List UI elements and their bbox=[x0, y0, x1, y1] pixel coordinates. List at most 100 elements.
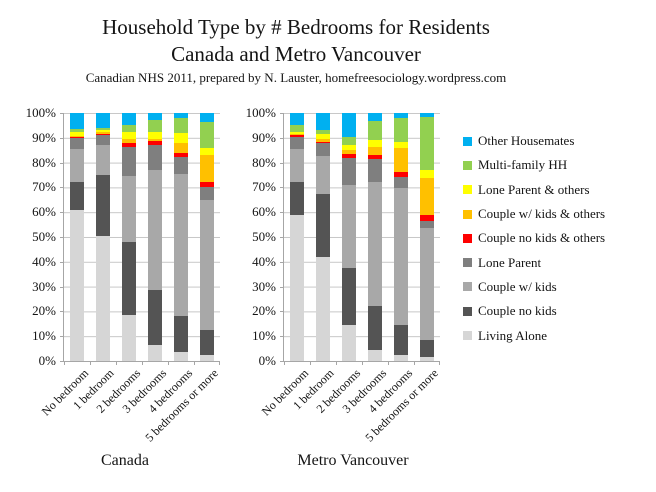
segment-other-housemates bbox=[368, 113, 382, 121]
legend-label: Couple no kids bbox=[478, 303, 557, 319]
legend-item-couple-w-kids-others: Couple w/ kids & others bbox=[463, 202, 605, 226]
y-axis-label-canada: 60% bbox=[32, 204, 56, 220]
segment-living-alone bbox=[96, 235, 110, 361]
segment-couple-no-kids bbox=[122, 241, 136, 316]
legend-swatch-icon bbox=[463, 136, 472, 146]
segment-other-housemates bbox=[290, 113, 304, 126]
segment-lone-parent-others bbox=[342, 145, 356, 151]
stacked-bar-canada-5-bedrooms-or-more bbox=[200, 113, 214, 361]
y-axis-tick bbox=[280, 261, 284, 263]
y-axis-label-canada: 40% bbox=[32, 253, 56, 269]
segment-other-housemates bbox=[96, 113, 110, 129]
y-axis-label-metro-vancouver: 40% bbox=[252, 253, 276, 269]
segment-couple-no-kids bbox=[420, 339, 434, 358]
y-axis-label-metro-vancouver: 90% bbox=[252, 129, 276, 145]
y-axis-label-canada: 100% bbox=[25, 105, 56, 120]
segment-couple-no-kids bbox=[316, 193, 330, 257]
x-axis-tick bbox=[439, 361, 440, 365]
y-axis-label-metro-vancouver: 100% bbox=[245, 105, 276, 120]
segment-living-alone bbox=[148, 344, 162, 361]
legend-item-other-housemates: Other Housemates bbox=[463, 129, 605, 153]
segment-other-housemates bbox=[148, 113, 162, 121]
segment-couple-w-kids-others bbox=[368, 147, 382, 155]
stacked-bar-canada-no-bedroom bbox=[70, 113, 84, 361]
metro-vancouver-axis-caption: Metro Vancouver bbox=[297, 452, 409, 469]
x-axis-tick bbox=[168, 361, 169, 365]
y-axis-tick bbox=[60, 311, 64, 313]
segment-lone-parent bbox=[368, 159, 382, 182]
segment-couple-no-kids bbox=[368, 306, 382, 350]
y-axis-tick bbox=[60, 137, 64, 139]
segment-couple-w-kids bbox=[420, 228, 434, 340]
segment-couple-no-kids bbox=[394, 325, 408, 355]
segment-couple-w-kids-others bbox=[122, 139, 136, 144]
segment-couple-no-kids-others bbox=[174, 152, 188, 157]
segment-lone-parent-others bbox=[174, 133, 188, 144]
segment-lone-parent bbox=[394, 176, 408, 189]
legend-label: Other Housemates bbox=[478, 133, 575, 149]
segment-other-housemates bbox=[122, 113, 136, 125]
x-axis-tick bbox=[219, 361, 220, 365]
x-axis-tick bbox=[194, 361, 195, 365]
y-axis-label-metro-vancouver: 70% bbox=[252, 179, 276, 195]
y-axis-tick bbox=[280, 286, 284, 288]
y-axis-label-canada: 80% bbox=[32, 154, 56, 170]
y-axis-tick bbox=[60, 336, 64, 338]
segment-couple-w-kids bbox=[394, 188, 408, 326]
legend-label: Couple no kids & others bbox=[478, 230, 606, 246]
segment-couple-no-kids bbox=[290, 182, 304, 215]
y-axis-label-canada: 0% bbox=[38, 353, 56, 368]
segment-couple-w-kids bbox=[200, 199, 214, 330]
segment-living-alone bbox=[394, 354, 408, 361]
y-axis-tick bbox=[60, 237, 64, 238]
legend-item-couple-w-kids: Couple w/ kids bbox=[463, 275, 605, 299]
y-axis-tick bbox=[60, 113, 64, 114]
y-axis-tick bbox=[60, 261, 64, 263]
segment-couple-w-kids bbox=[70, 148, 84, 183]
legend-item-living-alone: Living Alone bbox=[463, 323, 605, 347]
segment-living-alone bbox=[342, 325, 356, 361]
legend-label: Multi-family HH bbox=[478, 157, 568, 173]
y-axis-tick bbox=[280, 113, 284, 114]
segment-other-housemates bbox=[200, 113, 214, 122]
segment-couple-w-kids bbox=[342, 184, 356, 268]
segment-couple-no-kids bbox=[148, 290, 162, 345]
segment-multi-family-hh bbox=[290, 125, 304, 132]
legend-label: Lone Parent bbox=[478, 254, 542, 270]
segment-living-alone bbox=[200, 354, 214, 361]
segment-lone-parent-others bbox=[316, 134, 330, 140]
legend-label: Couple w/ kids & others bbox=[478, 206, 606, 222]
segment-lone-parent bbox=[148, 145, 162, 171]
y-axis-tick bbox=[280, 237, 284, 238]
segment-couple-w-kids bbox=[290, 148, 304, 183]
segment-couple-w-kids bbox=[122, 176, 136, 242]
y-axis-tick bbox=[60, 212, 64, 214]
y-axis-tick bbox=[280, 162, 284, 164]
legend-swatch-icon bbox=[463, 258, 472, 268]
segment-multi-family-hh bbox=[200, 121, 214, 149]
legend-swatch-icon bbox=[463, 185, 472, 195]
segment-other-housemates bbox=[316, 113, 330, 131]
segment-couple-w-kids bbox=[316, 156, 330, 194]
segment-couple-no-kids-others bbox=[70, 137, 84, 138]
y-axis-tick bbox=[60, 361, 64, 362]
y-axis-label-canada: 30% bbox=[32, 278, 56, 294]
stacked-bar-metro-vancouver-4-bedrooms bbox=[394, 113, 408, 361]
y-axis-tick bbox=[280, 336, 284, 338]
segment-lone-parent-others bbox=[70, 131, 84, 136]
segment-living-alone bbox=[122, 315, 136, 361]
y-axis-label-metro-vancouver: 10% bbox=[252, 328, 276, 344]
segment-couple-w-kids bbox=[96, 145, 110, 175]
y-axis-label-metro-vancouver: 30% bbox=[252, 278, 276, 294]
canada-axis-caption: Canada bbox=[101, 452, 149, 469]
segment-couple-w-kids-others bbox=[290, 134, 304, 136]
segment-lone-parent-others bbox=[96, 129, 110, 133]
segment-couple-w-kids-others bbox=[200, 154, 214, 182]
y-axis-label-canada: 50% bbox=[32, 229, 56, 244]
y-axis-tick bbox=[60, 286, 64, 288]
x-axis-tick bbox=[336, 361, 337, 365]
y-axis-tick bbox=[280, 311, 284, 313]
segment-lone-parent-others bbox=[148, 132, 162, 140]
segment-couple-no-kids-others bbox=[96, 133, 110, 136]
segment-lone-parent-others bbox=[368, 140, 382, 148]
